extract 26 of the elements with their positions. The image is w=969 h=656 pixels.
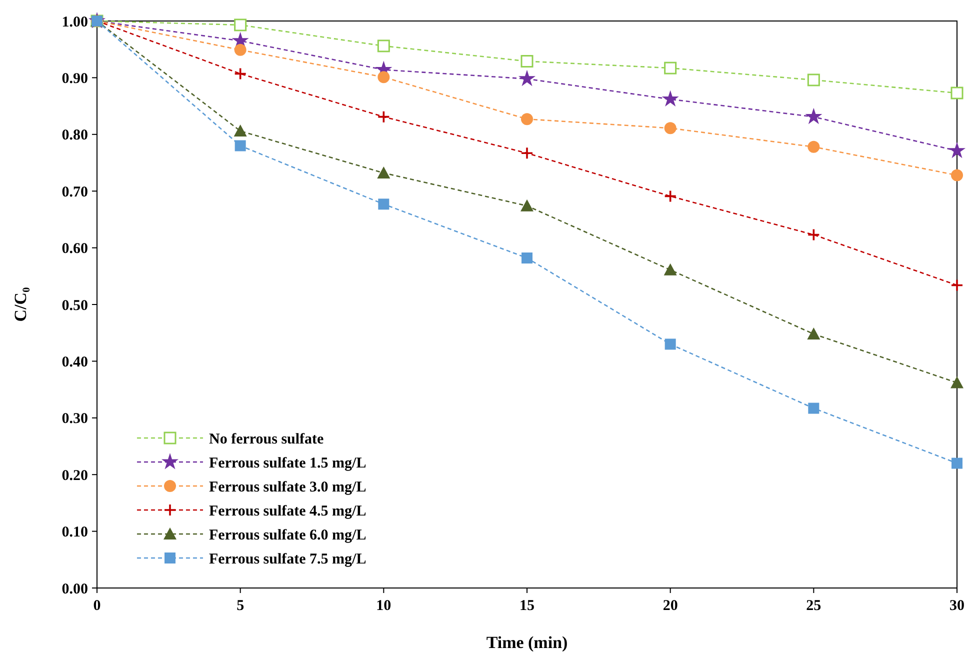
- y-tick-label: 0.30: [62, 411, 88, 428]
- x-tick-label: 25: [806, 598, 822, 614]
- y-tick-label: 0.20: [62, 468, 88, 484]
- x-tick-label: 30: [950, 598, 964, 614]
- y-tick-label: 1.00: [62, 14, 88, 30]
- legend-label: No ferrous sulfate: [209, 431, 324, 448]
- y-tick-label: 0.90: [62, 70, 88, 87]
- legend-label: Ferrous sulfate 3.0 mg/L: [209, 479, 366, 496]
- y-axis-title: C/C₀: [11, 287, 30, 322]
- x-tick-label: 10: [376, 598, 392, 614]
- x-axis-title: Time (min): [486, 633, 568, 652]
- legend-label: Ferrous sulfate 4.5 mg/L: [209, 503, 366, 520]
- legend-label: Ferrous sulfate 7.5 mg/L: [209, 551, 366, 568]
- y-tick-label: 0.40: [62, 354, 88, 370]
- y-tick-label: 0.80: [62, 128, 88, 144]
- y-tick-label: 0.50: [62, 298, 88, 314]
- legend-label: Ferrous sulfate 6.0 mg/L: [209, 527, 366, 544]
- x-tick-label: 20: [662, 598, 678, 614]
- y-tick-label: 0.60: [62, 241, 88, 258]
- x-tick-label: 15: [520, 598, 534, 614]
- y-tick-label: 0.10: [62, 524, 88, 541]
- y-tick-label: 0.00: [62, 581, 88, 598]
- y-tick-label: 0.70: [62, 184, 88, 200]
- x-tick-label: 5: [236, 598, 244, 614]
- x-tick-label: 0: [93, 598, 101, 614]
- legend-label: Ferrous sulfate 1.5 mg/L: [209, 455, 366, 472]
